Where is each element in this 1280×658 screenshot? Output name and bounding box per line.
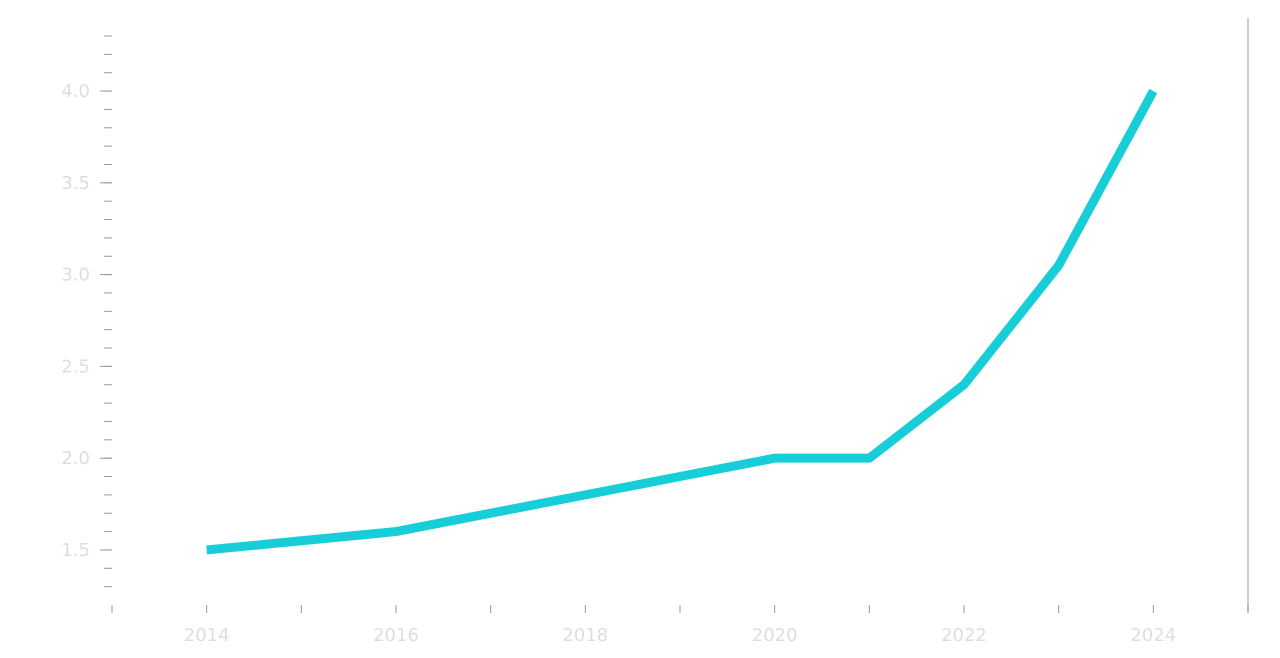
y-tick-label: 2.0 [61,448,90,469]
x-tick-label: 2018 [562,625,608,646]
x-tick-label: 2020 [752,625,798,646]
y-tick-label: 3.5 [61,173,90,194]
x-tick-label: 2022 [941,625,987,646]
y-tick-label: 3.0 [61,265,90,286]
x-tick-label: 2024 [1130,625,1176,646]
x-axis-ticks: 2014 2016 2018 2020 2022 2024 [111,605,1249,646]
series-line [206,88,1158,555]
y-tick-label: 4.0 [61,81,90,102]
y-tick-label: 1.5 [61,540,90,561]
series-layer [206,88,1158,555]
x-tick-label: 2016 [373,625,419,646]
x-tick-label: 2014 [184,625,230,646]
y-tick-label: 2.5 [61,356,90,377]
y-axis-ticks: 1.5 2.0 2.5 3.0 3.5 4.0 [61,35,112,588]
